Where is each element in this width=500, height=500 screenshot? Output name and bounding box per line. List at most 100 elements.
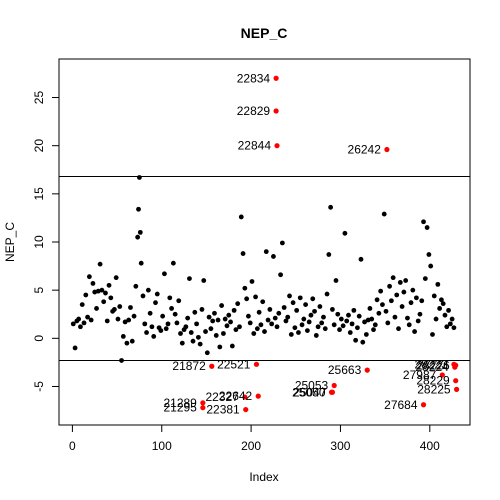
data-point: [94, 306, 99, 311]
data-point: [185, 315, 191, 321]
data-point: [237, 324, 242, 330]
data-point: [246, 313, 251, 319]
data-point: [413, 295, 419, 301]
data-point: [337, 327, 342, 333]
data-point: [97, 261, 103, 267]
data-point: [446, 307, 451, 313]
data-point: [131, 313, 137, 319]
data-point: [322, 326, 328, 332]
x-tick-label: 0: [69, 439, 76, 453]
data-point: [269, 321, 275, 327]
outlier-label: 27684: [384, 398, 418, 412]
data-point: [388, 298, 394, 304]
data-point: [355, 325, 360, 331]
outlier-point: [420, 402, 427, 408]
data-point: [324, 291, 330, 297]
outlier-point: [253, 361, 260, 367]
outlier-label: 25047: [293, 385, 327, 399]
data-point: [272, 315, 278, 321]
data-point: [278, 272, 283, 278]
y-tick-label: 0: [32, 335, 46, 342]
data-point: [328, 204, 334, 210]
data-point: [347, 330, 353, 335]
data-point: [372, 322, 378, 328]
outlier-label: 25053: [295, 379, 329, 393]
outlier-label: 22844: [238, 139, 272, 153]
data-point: [381, 211, 387, 217]
data-point: [238, 214, 244, 220]
data-point: [442, 312, 448, 318]
data-point: [342, 230, 348, 236]
data-point: [374, 297, 380, 303]
data-point: [331, 322, 337, 328]
data-point: [344, 318, 350, 324]
data-point: [303, 302, 308, 308]
data-point: [190, 338, 196, 344]
data-point: [306, 319, 312, 325]
data-point: [144, 330, 149, 335]
data-point: [283, 318, 289, 324]
outlier-label: 22327: [205, 390, 239, 404]
data-point: [104, 318, 110, 324]
data-point: [187, 276, 192, 281]
outlier-point: [453, 386, 460, 392]
data-point: [431, 293, 437, 299]
data-point: [221, 331, 226, 336]
outlier-label: 22381: [206, 403, 240, 417]
outlier-point: [274, 143, 280, 149]
outlier-point: [331, 382, 337, 389]
outlier-label: 26242: [348, 143, 382, 157]
data-point: [394, 292, 400, 298]
reference-lines: [59, 176, 470, 361]
data-point: [346, 312, 351, 318]
data-point: [167, 295, 173, 301]
data-point: [319, 320, 325, 326]
data-point: [271, 254, 276, 259]
data-point: [410, 287, 416, 293]
data-point: [274, 324, 280, 330]
chart-title: NEP_C: [241, 25, 288, 41]
data-point: [451, 325, 457, 331]
data-point: [81, 320, 87, 326]
data-point: [235, 301, 241, 307]
data-point: [421, 219, 426, 225]
data-point: [124, 340, 130, 346]
x-axis-label: Index: [249, 470, 278, 484]
x-tick-label: 400: [420, 439, 440, 453]
data-point: [188, 330, 194, 335]
y-tick-label: -5: [32, 381, 46, 392]
data-point: [90, 281, 96, 286]
data-point: [113, 275, 119, 281]
data-point: [417, 311, 423, 317]
data-point: [219, 303, 225, 308]
data-point: [117, 304, 123, 309]
data-point: [371, 327, 376, 333]
data-point: [247, 320, 253, 326]
data-point: [147, 310, 153, 316]
data-point: [233, 327, 239, 333]
data-point: [251, 331, 257, 336]
data-point: [206, 314, 212, 320]
outlier-label: 28229: [416, 374, 450, 388]
data-point: [321, 314, 326, 320]
data-point: [397, 280, 403, 285]
data-point: [297, 295, 303, 301]
data-point: [240, 251, 246, 256]
data-point: [396, 326, 401, 332]
data-point: [137, 175, 142, 180]
data-point: [136, 206, 141, 212]
data-point: [229, 343, 235, 349]
data-point: [424, 225, 430, 230]
data-point: [170, 260, 176, 266]
data-point: [85, 314, 90, 320]
data-point: [312, 308, 317, 314]
data-point: [363, 332, 369, 337]
data-point: [408, 300, 414, 306]
outlier-point: [255, 393, 261, 399]
data-point: [70, 321, 76, 327]
outlier-point: [384, 146, 390, 153]
data-point: [151, 333, 157, 339]
data-point: [162, 271, 167, 277]
data-point: [447, 321, 453, 327]
data-point: [449, 316, 455, 322]
